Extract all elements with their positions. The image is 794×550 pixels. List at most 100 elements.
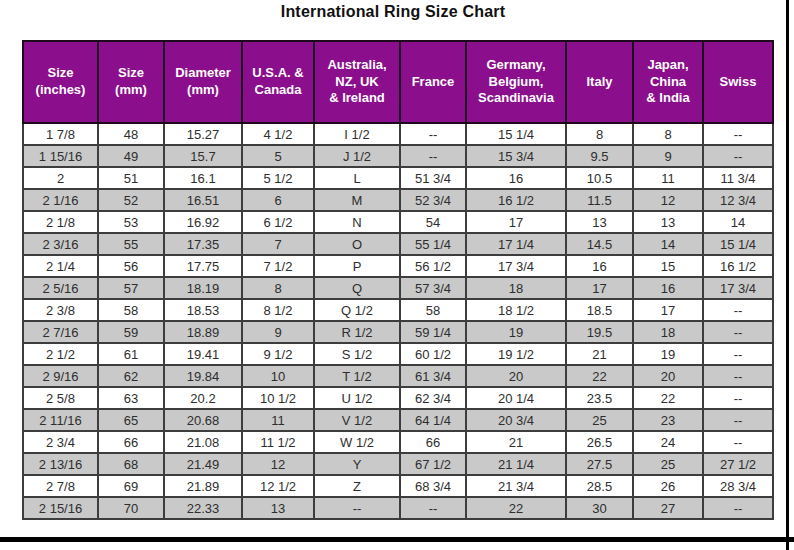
- table-header-row: Size (inches)Size (mm)Diameter (mm)U.S.A…: [23, 41, 773, 123]
- table-cell: I 1/2: [314, 123, 400, 145]
- table-cell: 17: [633, 299, 703, 321]
- table-cell: 11.5: [566, 189, 633, 211]
- table-cell: 21 3/4: [466, 475, 566, 497]
- table-cell: 20: [633, 365, 703, 387]
- table-cell: 21: [466, 431, 566, 453]
- table-cell: 22: [566, 365, 633, 387]
- table-cell: 21.08: [164, 431, 242, 453]
- table-cell: 61: [98, 343, 164, 365]
- table-cell: Q 1/2: [314, 299, 400, 321]
- table-cell: 17.35: [164, 233, 242, 255]
- table-cell: --: [400, 145, 466, 167]
- table-cell: 11: [242, 409, 314, 431]
- table-cell: 16: [633, 277, 703, 299]
- table-cell: 2 3/4: [23, 431, 98, 453]
- page-frame-bottom-border: [0, 537, 794, 542]
- table-cell: 48: [98, 123, 164, 145]
- table-cell: 10 1/2: [242, 387, 314, 409]
- table-cell: 52: [98, 189, 164, 211]
- table-cell: --: [400, 123, 466, 145]
- table-cell: 26.5: [566, 431, 633, 453]
- table-row: 2 7/165918.899R 1/259 1/41919.518--: [23, 321, 773, 343]
- table-cell: 27: [633, 497, 703, 519]
- table-cell: --: [703, 387, 773, 409]
- table-cell: 25: [633, 453, 703, 475]
- table-cell: 9: [242, 321, 314, 343]
- table-cell: 16: [566, 255, 633, 277]
- table-cell: 21: [566, 343, 633, 365]
- table-cell: 66: [400, 431, 466, 453]
- table-cell: 17 1/4: [466, 233, 566, 255]
- table-row: 2 9/166219.8410T 1/261 3/4202220--: [23, 365, 773, 387]
- table-cell: 11 3/4: [703, 167, 773, 189]
- table-row: 1 7/84815.274 1/2I 1/2--15 1/488--: [23, 123, 773, 145]
- column-header: Japan, China & India: [633, 41, 703, 123]
- table-cell: W 1/2: [314, 431, 400, 453]
- table-cell: 9: [633, 145, 703, 167]
- table-cell: 56: [98, 255, 164, 277]
- table-cell: 68 3/4: [400, 475, 466, 497]
- table-cell: 17: [466, 211, 566, 233]
- table-cell: 16 1/2: [466, 189, 566, 211]
- table-cell: 62: [98, 365, 164, 387]
- table-cell: 16.92: [164, 211, 242, 233]
- table-cell: 2 7/16: [23, 321, 98, 343]
- table-cell: 2 13/16: [23, 453, 98, 475]
- table-cell: 51 3/4: [400, 167, 466, 189]
- table-cell: 56 1/2: [400, 255, 466, 277]
- ring-size-chart-page: International Ring Size Chart Size (inch…: [0, 0, 794, 550]
- table-body: 1 7/84815.274 1/2I 1/2--15 1/488--1 15/1…: [23, 123, 773, 519]
- table-cell: 2 11/16: [23, 409, 98, 431]
- table-cell: 8: [242, 277, 314, 299]
- table-cell: 17 3/4: [466, 255, 566, 277]
- column-header: U.S.A. & Canada: [242, 41, 314, 123]
- table-cell: 16.51: [164, 189, 242, 211]
- table-row: 2 3/85818.538 1/2Q 1/25818 1/218.517--: [23, 299, 773, 321]
- table-cell: S 1/2: [314, 343, 400, 365]
- table-cell: 53: [98, 211, 164, 233]
- table-cell: 15 1/4: [466, 123, 566, 145]
- table-cell: 8: [566, 123, 633, 145]
- table-cell: --: [314, 497, 400, 519]
- table-cell: 6: [242, 189, 314, 211]
- table-cell: J 1/2: [314, 145, 400, 167]
- table-cell: 21.49: [164, 453, 242, 475]
- table-cell: 2 7/8: [23, 475, 98, 497]
- table-cell: 13: [633, 211, 703, 233]
- table-cell: 13: [242, 497, 314, 519]
- table-cell: 17: [566, 277, 633, 299]
- table-cell: 68: [98, 453, 164, 475]
- table-cell: 20 3/4: [466, 409, 566, 431]
- table-cell: 21.89: [164, 475, 242, 497]
- table-cell: 8 1/2: [242, 299, 314, 321]
- table-cell: --: [703, 343, 773, 365]
- table-row: 2 11/166520.6811V 1/264 1/420 3/42523--: [23, 409, 773, 431]
- table-cell: 20.2: [164, 387, 242, 409]
- table-cell: 4 1/2: [242, 123, 314, 145]
- column-header: Size (mm): [98, 41, 164, 123]
- column-header: Germany, Belgium, Scandinavia: [466, 41, 566, 123]
- table-cell: R 1/2: [314, 321, 400, 343]
- table-cell: U 1/2: [314, 387, 400, 409]
- table-row: 2 13/166821.4912Y67 1/221 1/427.52527 1/…: [23, 453, 773, 475]
- table-cell: 20.68: [164, 409, 242, 431]
- table-row: 2 1/45617.757 1/2P56 1/217 3/4161516 1/2: [23, 255, 773, 277]
- table-cell: 16.1: [164, 167, 242, 189]
- table-cell: --: [703, 431, 773, 453]
- table-cell: 28 3/4: [703, 475, 773, 497]
- table-cell: 58: [400, 299, 466, 321]
- table-cell: 15.27: [164, 123, 242, 145]
- table-cell: 64 1/4: [400, 409, 466, 431]
- table-cell: --: [703, 299, 773, 321]
- table-cell: --: [703, 365, 773, 387]
- table-cell: 2 3/16: [23, 233, 98, 255]
- table-cell: 6 1/2: [242, 211, 314, 233]
- table-cell: 25: [566, 409, 633, 431]
- table-cell: 18.5: [566, 299, 633, 321]
- table-cell: 54: [400, 211, 466, 233]
- table-cell: --: [703, 321, 773, 343]
- table-cell: 17.75: [164, 255, 242, 277]
- table-row: 2 1/26119.419 1/2S 1/260 1/219 1/22119--: [23, 343, 773, 365]
- table-cell: 19.41: [164, 343, 242, 365]
- table-cell: 14: [633, 233, 703, 255]
